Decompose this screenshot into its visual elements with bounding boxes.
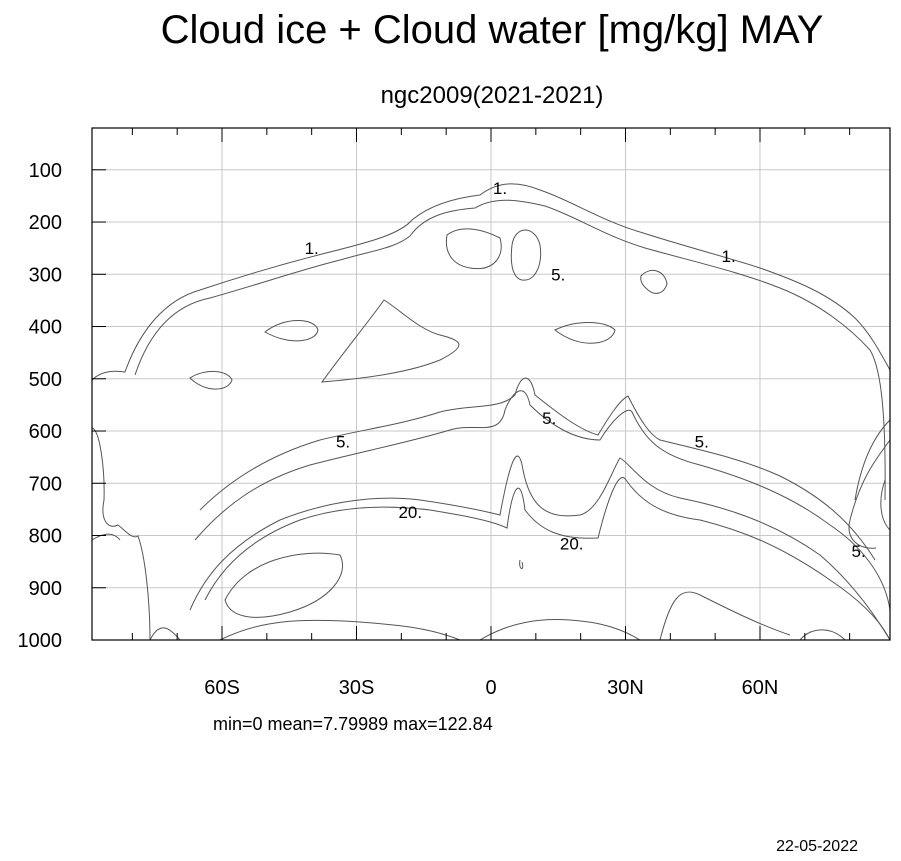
x-tick-label: 30N bbox=[607, 677, 644, 699]
contour-line-1b bbox=[134, 199, 886, 501]
x-axis: 60S 30S 0 30N 60N bbox=[131, 128, 851, 699]
contour-lines bbox=[91, 183, 891, 641]
footer-date: 22-05-2022 bbox=[776, 838, 858, 855]
y-tick-label: 200 bbox=[29, 212, 62, 234]
contour-label: 5. bbox=[542, 409, 556, 428]
contour-edges-left bbox=[91, 427, 151, 641]
x-tick-label: 30S bbox=[339, 677, 375, 699]
y-tick-label: 100 bbox=[29, 160, 62, 182]
chart-title: Cloud ice + Cloud water [mg/kg] MAY bbox=[161, 8, 824, 52]
y-tick-label: 600 bbox=[29, 421, 62, 443]
contour-label: 5. bbox=[551, 265, 565, 284]
contour-line-20 bbox=[204, 477, 891, 641]
y-tick-label: 800 bbox=[29, 526, 62, 548]
y-tick-label: 700 bbox=[29, 473, 62, 495]
chart-subtitle: ngc2009(2021-2021) bbox=[381, 82, 604, 109]
grid-lines bbox=[92, 128, 890, 641]
contour-line-5b bbox=[194, 390, 891, 611]
contour-blob-nh bbox=[640, 269, 668, 294]
x-tick-label: 0 bbox=[485, 677, 496, 699]
y-tick-label: 400 bbox=[29, 317, 62, 339]
contour-label: 20. bbox=[398, 503, 422, 522]
contour-edges-right bbox=[848, 419, 891, 549]
contour-label: 20. bbox=[560, 534, 584, 553]
contour-labels: 1. 1. 1. 5. 5. 5. 5. 5. 20. 20. bbox=[305, 179, 866, 561]
y-tick-label: 300 bbox=[29, 264, 62, 286]
y-tick-label: 1000 bbox=[18, 630, 63, 652]
x-tick-label: 60S bbox=[204, 677, 240, 699]
stats-text: min=0 mean=7.79989 max=122.84 bbox=[213, 714, 493, 734]
y-tick-label: 900 bbox=[29, 578, 62, 600]
contour-blob-nh-400 bbox=[554, 322, 616, 344]
contour-line-sh-midtrop bbox=[320, 299, 460, 383]
contour-blob-upper-tropics bbox=[510, 229, 542, 281]
contour-line-20b bbox=[189, 455, 891, 641]
contour-label: 1. bbox=[493, 179, 507, 198]
contour-surface bbox=[149, 559, 846, 641]
contour-label: 5. bbox=[852, 542, 866, 561]
contour-blob-sh-850 bbox=[224, 552, 343, 618]
y-axis: 100 200 300 400 500 600 700 800 900 1000 bbox=[18, 160, 106, 652]
contour-line-5 bbox=[199, 377, 876, 561]
contour-blob-sh-mid bbox=[264, 320, 319, 342]
contour-label: 5. bbox=[336, 432, 350, 451]
contour-label: 1. bbox=[305, 239, 319, 258]
x-tick-label: 60N bbox=[742, 677, 779, 699]
contour-blob-upper-sh bbox=[445, 228, 502, 270]
contour-label: 5. bbox=[695, 432, 709, 451]
y-tick-label: 500 bbox=[29, 369, 62, 391]
contour-label: 1. bbox=[722, 247, 736, 266]
contour-line-1 bbox=[91, 183, 891, 381]
contour-blob-sh-500 bbox=[189, 371, 233, 390]
